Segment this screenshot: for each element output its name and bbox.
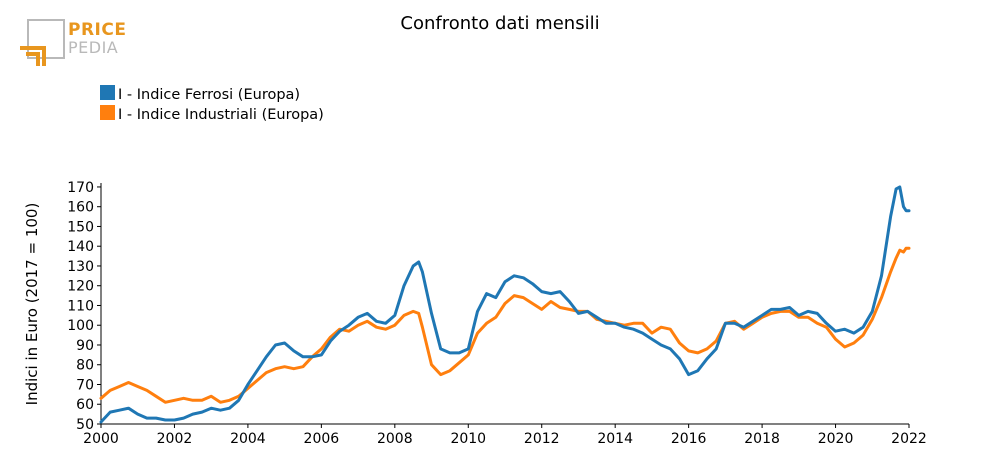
legend-swatch-industriali <box>100 105 115 120</box>
legend-label-industriali: I - Indice Industriali (Europa) <box>118 107 324 123</box>
axes: 50 60 70 80 90 100 110 120 130 140 150 160 170 2000 20… <box>67 180 927 447</box>
legend-swatch-ferrosi <box>100 85 115 100</box>
x-tick-label: 2016 <box>671 431 707 447</box>
logo-mark-icon <box>20 19 65 66</box>
x-tick-label: 2014 <box>597 431 633 447</box>
x-tick-label: 2022 <box>891 431 927 447</box>
y-tick-label: 120 <box>67 279 94 295</box>
logo-word-pedia: PEDIA <box>68 38 119 57</box>
y-tick-label: 140 <box>67 239 94 255</box>
pricepedia-logo: PRICE PEDIA <box>18 18 128 70</box>
x-tick-label: 2000 <box>83 431 119 447</box>
series-line-0 <box>99 185 911 424</box>
y-tick-label: 50 <box>76 417 94 433</box>
logo-word-price: PRICE <box>68 20 127 40</box>
x-tick-label: 2008 <box>377 431 413 447</box>
y-tick-label: 150 <box>67 219 94 235</box>
x-tick-label: 2012 <box>524 431 560 447</box>
y-tick-label: 170 <box>67 180 94 196</box>
series-line-1 <box>99 246 911 404</box>
x-tick-label: 2020 <box>818 431 854 447</box>
x-tick-label: 2018 <box>744 431 780 447</box>
chart-title: Confronto dati mensili <box>400 13 599 34</box>
y-tick-label: 80 <box>76 358 94 374</box>
y-tick-label: 100 <box>67 318 94 334</box>
x-tick-label: 2006 <box>304 431 340 447</box>
y-axis-label: Indici in Euro (2017 = 100) <box>23 203 41 406</box>
legend-label-ferrosi: I - Indice Ferrosi (Europa) <box>118 87 300 103</box>
y-tick-label: 60 <box>76 397 94 413</box>
x-tick-label: 2010 <box>450 431 486 447</box>
y-tick-label: 70 <box>76 377 94 393</box>
x-tick-label: 2004 <box>230 431 266 447</box>
y-tick-label: 130 <box>67 259 94 275</box>
y-tick-label: 110 <box>67 298 94 314</box>
y-tick-label: 90 <box>76 338 94 354</box>
legend: I - Indice Ferrosi (Europa) I - Indice I… <box>100 85 324 123</box>
x-tick-label: 2002 <box>157 431 193 447</box>
y-tick-label: 160 <box>67 200 94 216</box>
series-layer <box>99 185 911 424</box>
